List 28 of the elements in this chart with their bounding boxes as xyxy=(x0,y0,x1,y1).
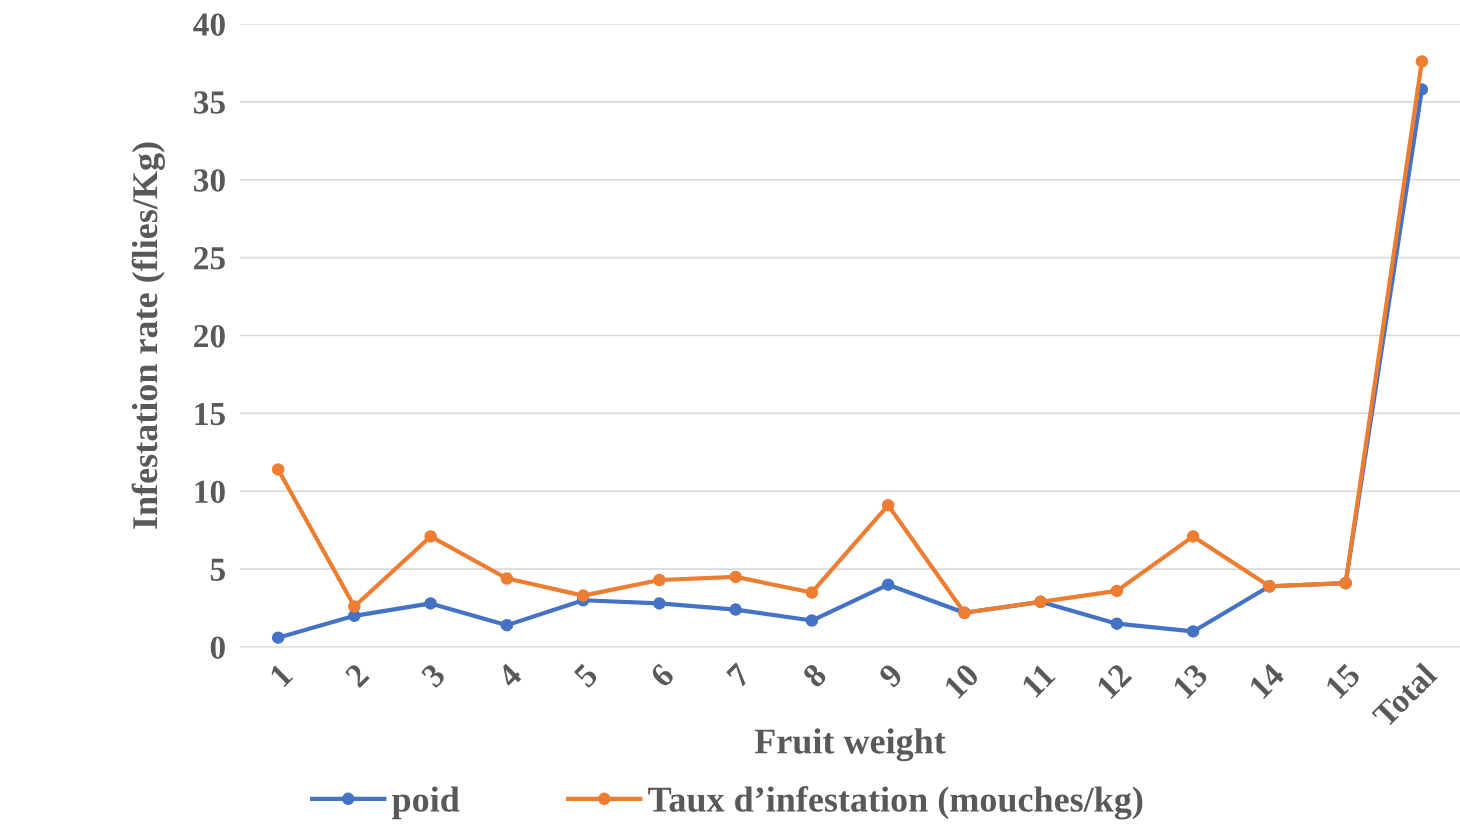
legend-label: poid xyxy=(392,786,460,820)
x-tick-label: 14 xyxy=(1248,662,1286,699)
legend-label: Taux d’infestation (mouches/kg) xyxy=(648,786,1143,820)
y-tick-label: 40 xyxy=(193,13,225,36)
x-tick-label: 11 xyxy=(1021,662,1056,698)
y-tick-label: 10 xyxy=(195,480,225,504)
x-tick-label: 5 xyxy=(573,662,599,689)
y-tick-label: 0 xyxy=(210,636,225,659)
y-tick-label: 15 xyxy=(195,402,225,426)
x-tick-label: 8 xyxy=(801,662,828,689)
y-tick-label: 20 xyxy=(194,324,225,348)
x-tick-label: 1 xyxy=(269,662,294,688)
y-tick-label: 25 xyxy=(194,247,225,270)
y-tick-label: 35 xyxy=(194,91,225,114)
y-tick-label: 5 xyxy=(210,558,225,582)
x-tick-label: 3 xyxy=(420,662,447,689)
y-axis-title: Infestation rate (flies/Kg) xyxy=(131,142,165,529)
x-tick-label: 4 xyxy=(496,662,523,689)
x-tick-label: 6 xyxy=(649,662,676,689)
y-tick-label: 30 xyxy=(194,169,225,192)
x-tick-label: 9 xyxy=(877,662,904,689)
x-tick-label: 10 xyxy=(943,662,981,700)
x-tick-label: 2 xyxy=(344,662,370,689)
x-axis-title: Fruit weight xyxy=(754,728,946,762)
x-tick-label: 15 xyxy=(1324,662,1362,700)
x-tick-label: 12 xyxy=(1095,662,1133,699)
x-tick-label: 7 xyxy=(726,662,752,688)
x-tick-label: 13 xyxy=(1172,662,1209,700)
